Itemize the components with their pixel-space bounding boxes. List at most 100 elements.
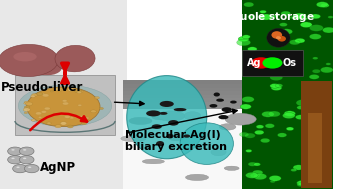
Ellipse shape — [62, 100, 67, 102]
Ellipse shape — [24, 101, 29, 104]
Ellipse shape — [68, 88, 75, 91]
Ellipse shape — [11, 158, 15, 159]
FancyBboxPatch shape — [242, 80, 333, 189]
Ellipse shape — [57, 89, 62, 91]
Ellipse shape — [296, 100, 310, 106]
Ellipse shape — [24, 102, 27, 104]
Ellipse shape — [250, 173, 260, 178]
Ellipse shape — [254, 173, 267, 180]
Ellipse shape — [246, 172, 258, 178]
Ellipse shape — [32, 94, 37, 97]
Ellipse shape — [310, 14, 321, 19]
Ellipse shape — [55, 125, 61, 128]
FancyBboxPatch shape — [123, 109, 250, 113]
Ellipse shape — [90, 110, 96, 113]
Ellipse shape — [312, 69, 320, 73]
Ellipse shape — [18, 85, 112, 127]
Ellipse shape — [267, 63, 272, 65]
FancyBboxPatch shape — [123, 178, 250, 182]
Ellipse shape — [16, 167, 20, 168]
Ellipse shape — [35, 112, 42, 115]
Ellipse shape — [239, 132, 249, 137]
Circle shape — [8, 147, 22, 155]
Ellipse shape — [270, 180, 275, 183]
FancyBboxPatch shape — [123, 174, 250, 178]
Ellipse shape — [37, 121, 41, 123]
Ellipse shape — [293, 13, 306, 19]
FancyBboxPatch shape — [123, 117, 250, 120]
FancyBboxPatch shape — [123, 142, 250, 146]
FancyBboxPatch shape — [123, 113, 250, 117]
FancyBboxPatch shape — [123, 84, 250, 88]
Ellipse shape — [224, 166, 239, 170]
Ellipse shape — [31, 95, 35, 97]
Ellipse shape — [310, 25, 323, 31]
FancyBboxPatch shape — [123, 146, 250, 149]
Ellipse shape — [248, 15, 254, 18]
Ellipse shape — [256, 125, 264, 129]
Ellipse shape — [13, 52, 37, 61]
Ellipse shape — [326, 63, 331, 65]
Ellipse shape — [77, 91, 81, 93]
Ellipse shape — [81, 122, 85, 124]
FancyBboxPatch shape — [123, 124, 250, 127]
Ellipse shape — [291, 169, 297, 171]
FancyBboxPatch shape — [123, 160, 250, 164]
Ellipse shape — [284, 111, 295, 116]
FancyBboxPatch shape — [301, 81, 332, 188]
Ellipse shape — [260, 14, 273, 20]
Ellipse shape — [242, 97, 254, 102]
FancyBboxPatch shape — [123, 127, 250, 131]
Ellipse shape — [23, 108, 30, 112]
FancyBboxPatch shape — [123, 98, 250, 102]
Ellipse shape — [244, 2, 254, 7]
Ellipse shape — [267, 28, 290, 47]
Ellipse shape — [328, 16, 333, 18]
Ellipse shape — [309, 34, 321, 40]
Ellipse shape — [85, 119, 88, 121]
Text: AgNP: AgNP — [40, 161, 76, 174]
Ellipse shape — [323, 27, 335, 33]
Ellipse shape — [245, 133, 255, 138]
Ellipse shape — [60, 122, 67, 125]
FancyBboxPatch shape — [123, 164, 250, 167]
Ellipse shape — [297, 106, 305, 109]
Ellipse shape — [269, 176, 281, 181]
Text: Pseudo-liver: Pseudo-liver — [1, 81, 84, 94]
Ellipse shape — [64, 115, 70, 118]
Ellipse shape — [240, 104, 251, 109]
Ellipse shape — [27, 87, 100, 127]
Ellipse shape — [56, 88, 60, 90]
Ellipse shape — [271, 31, 282, 39]
Ellipse shape — [174, 108, 186, 111]
FancyBboxPatch shape — [123, 156, 250, 160]
Ellipse shape — [159, 112, 168, 115]
FancyBboxPatch shape — [123, 167, 250, 171]
Ellipse shape — [260, 10, 266, 13]
Ellipse shape — [248, 162, 257, 166]
Circle shape — [24, 164, 39, 173]
Ellipse shape — [273, 70, 280, 74]
Ellipse shape — [23, 149, 26, 151]
Ellipse shape — [271, 85, 282, 91]
Ellipse shape — [281, 11, 290, 16]
Ellipse shape — [79, 115, 85, 118]
Ellipse shape — [222, 107, 232, 112]
FancyBboxPatch shape — [123, 91, 250, 95]
Ellipse shape — [80, 120, 85, 122]
Ellipse shape — [278, 133, 287, 137]
Circle shape — [8, 156, 22, 164]
Ellipse shape — [78, 104, 82, 106]
Ellipse shape — [270, 84, 279, 88]
Ellipse shape — [268, 111, 280, 117]
Ellipse shape — [297, 180, 308, 186]
FancyBboxPatch shape — [123, 131, 250, 135]
Ellipse shape — [275, 84, 283, 87]
Ellipse shape — [265, 124, 275, 128]
Ellipse shape — [42, 93, 45, 95]
Ellipse shape — [262, 111, 274, 117]
Ellipse shape — [160, 101, 174, 107]
FancyBboxPatch shape — [123, 95, 250, 98]
Ellipse shape — [63, 102, 68, 105]
Ellipse shape — [289, 16, 294, 19]
